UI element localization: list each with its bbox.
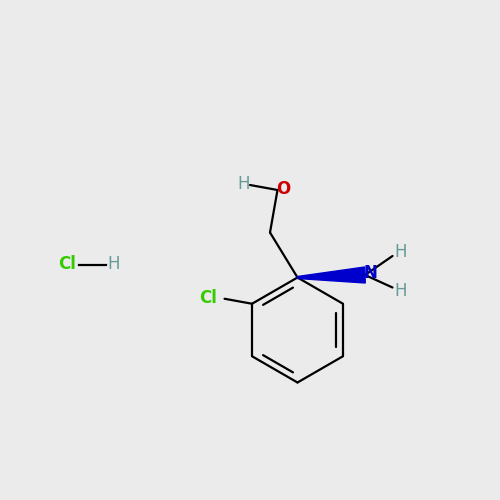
Text: N: N [363, 264, 377, 281]
Text: H: H [238, 175, 250, 193]
Text: Cl: Cl [200, 289, 218, 306]
Text: H: H [395, 243, 407, 261]
Polygon shape [298, 267, 366, 283]
Text: O: O [276, 180, 290, 198]
Text: Cl: Cl [58, 255, 76, 273]
Text: H: H [108, 255, 120, 273]
Text: H: H [395, 282, 407, 300]
